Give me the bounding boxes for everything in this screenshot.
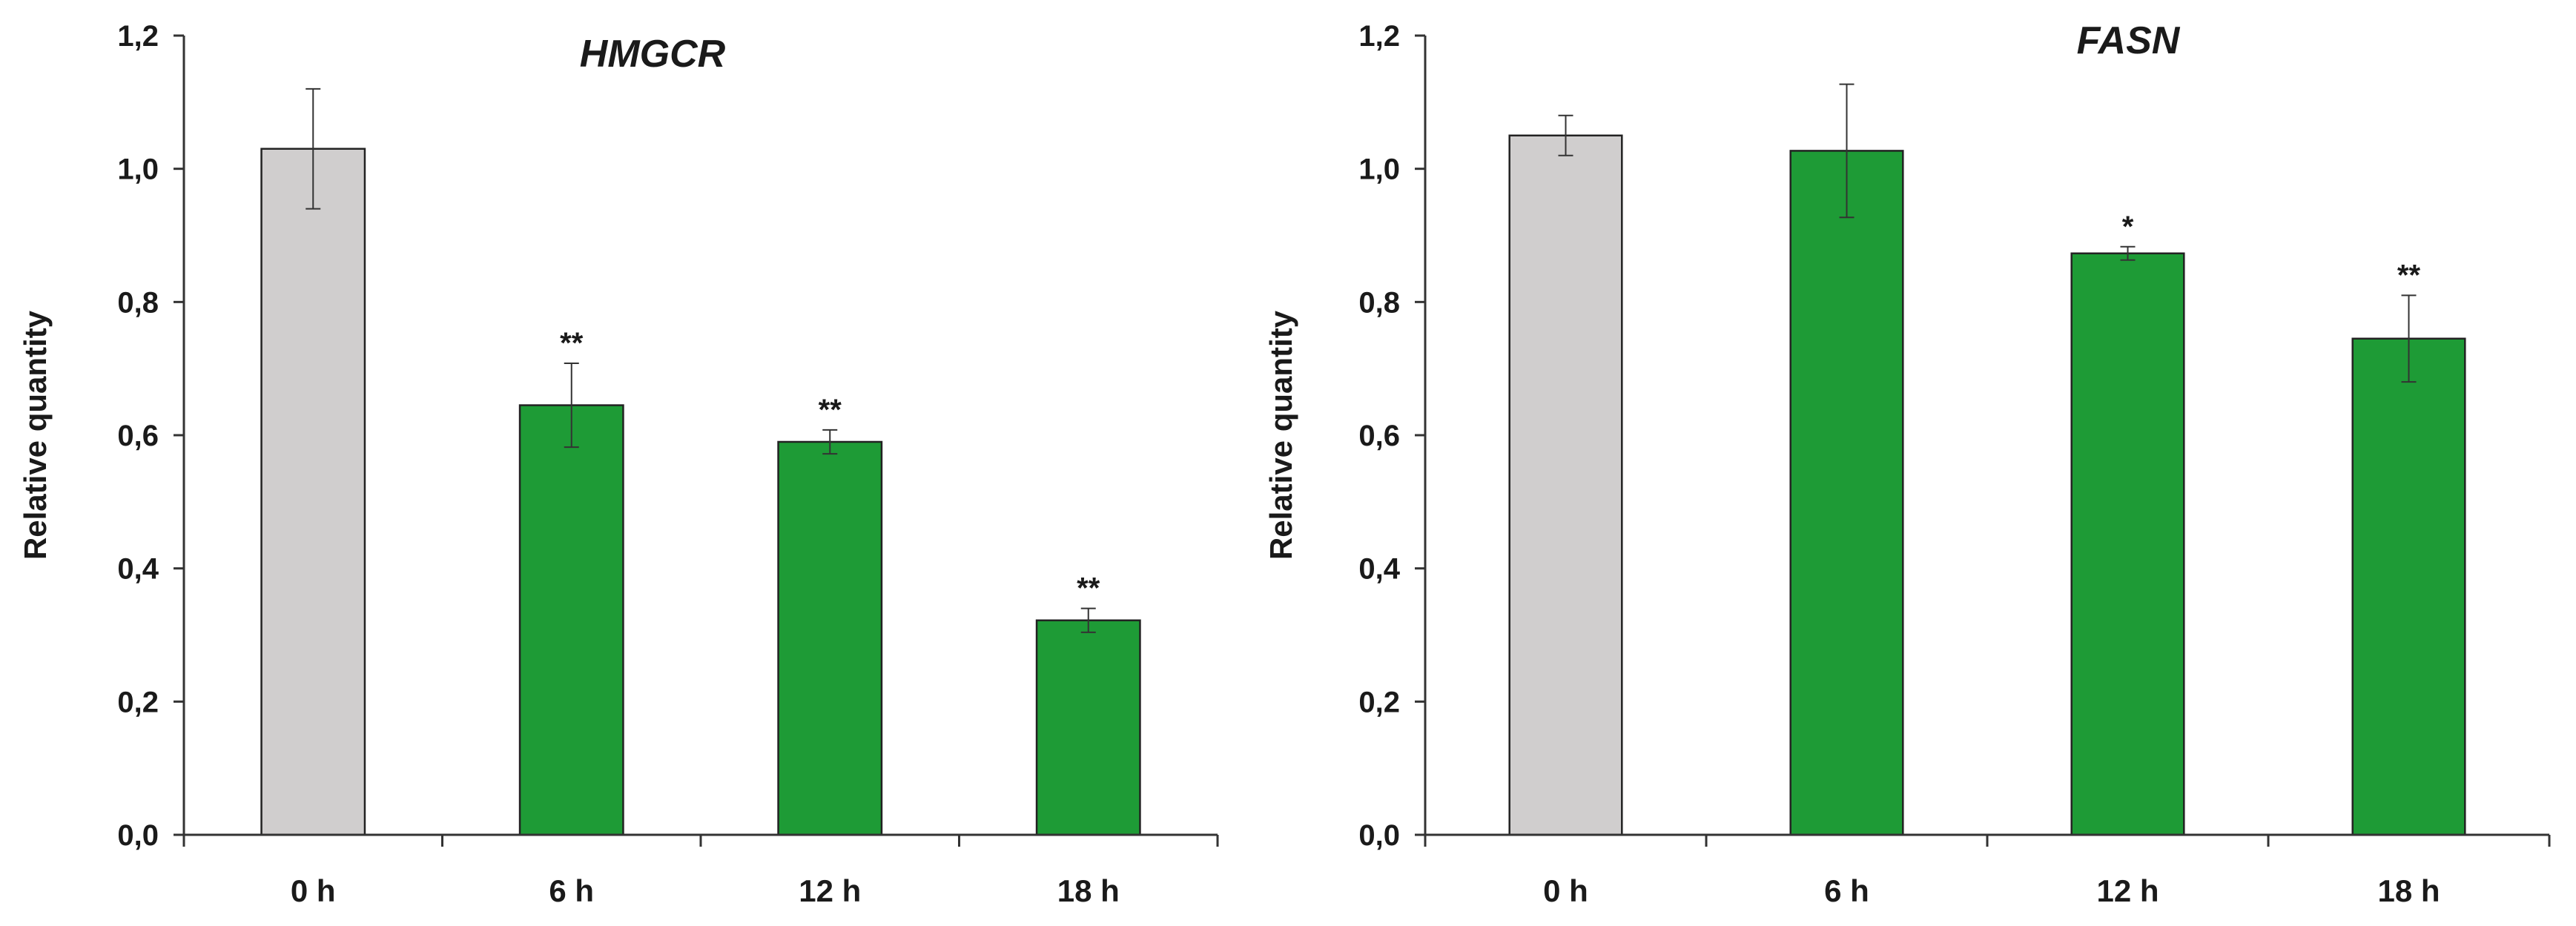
y-tick-label: 1,0 bbox=[117, 153, 159, 186]
chart-title: HMGCR bbox=[580, 33, 726, 76]
y-tick-label: 1,2 bbox=[117, 20, 159, 53]
y-tick-label: 1,0 bbox=[1358, 153, 1400, 186]
bar-6h bbox=[518, 404, 624, 836]
bar-0h bbox=[260, 148, 366, 836]
chart-0: HMGCR Relative quantity 0 h ** 6 h ** 12 h ** 18… bbox=[18, 20, 1219, 908]
x-tick-label: 12 h bbox=[799, 873, 861, 908]
significance-marker: ** bbox=[560, 327, 584, 360]
bar-18h bbox=[2351, 337, 2466, 836]
y-tick-label: 0,4 bbox=[117, 553, 159, 586]
x-tick-label: 0 h bbox=[1543, 873, 1588, 908]
x-tick-label: 18 h bbox=[2377, 873, 2440, 908]
chart-title: FASN bbox=[2077, 19, 2181, 62]
x-tick-label: 18 h bbox=[1057, 873, 1120, 908]
y-tick-label: 1,2 bbox=[1358, 20, 1400, 53]
x-tick-label: 0 h bbox=[291, 873, 336, 908]
bar-12h bbox=[777, 440, 883, 836]
bar-12h bbox=[2070, 252, 2185, 836]
significance-marker: ** bbox=[1077, 572, 1100, 605]
y-axis-label: Relative quantity bbox=[1264, 310, 1298, 560]
y-tick-label: 0,0 bbox=[1358, 819, 1400, 852]
bar-0h bbox=[1508, 134, 1623, 836]
y-axis-label: Relative quantity bbox=[18, 310, 53, 560]
y-tick-label: 0,0 bbox=[117, 819, 159, 852]
y-tick-label: 0,4 bbox=[1358, 553, 1400, 586]
y-tick-label: 0,2 bbox=[1358, 686, 1400, 718]
y-tick-label: 0,8 bbox=[1358, 286, 1400, 319]
bar-6h bbox=[1789, 150, 1904, 836]
significance-marker: ** bbox=[819, 394, 842, 426]
x-tick-label: 6 h bbox=[549, 873, 594, 908]
y-tick-label: 0,2 bbox=[117, 686, 159, 718]
y-tick-label: 0,6 bbox=[117, 420, 159, 452]
significance-marker: * bbox=[2122, 211, 2134, 243]
y-tick-label: 0,8 bbox=[117, 286, 159, 319]
x-tick-label: 6 h bbox=[1824, 873, 1869, 908]
x-tick-label: 12 h bbox=[2096, 873, 2159, 908]
chart-1: FASN Relative quantity 0 h 6 h * 12 h ** 18 h 0,… bbox=[1264, 19, 2551, 908]
y-tick-label: 0,6 bbox=[1358, 420, 1400, 452]
bar-18h bbox=[1035, 619, 1141, 836]
significance-marker: ** bbox=[2397, 259, 2421, 291]
